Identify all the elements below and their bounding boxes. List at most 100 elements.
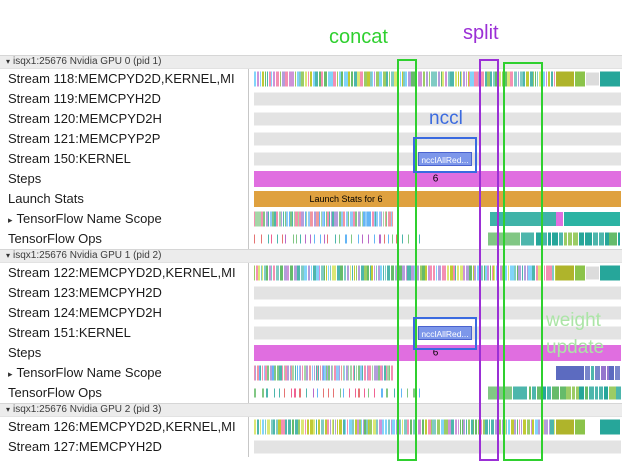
trace-event (383, 365, 386, 381)
trace-event (336, 265, 340, 281)
collapse-arrow-icon[interactable]: ▾ (6, 57, 11, 66)
trace-event (360, 211, 362, 227)
trace-event (269, 265, 271, 281)
track-row-label[interactable]: Launch Stats (0, 189, 248, 209)
group-header-label[interactable]: ▾ isqx1:25676 Nvidia GPU 2 (pid 3) (0, 404, 622, 416)
trace-event (254, 365, 256, 381)
trace-event (427, 419, 431, 435)
track-row-label[interactable]: Stream 151:KERNEL (0, 323, 248, 343)
trace-event (385, 211, 388, 227)
track-row-label-text: TensorFlow Name Scope (16, 365, 162, 380)
timeline-track[interactable] (248, 89, 622, 109)
trace-event (348, 365, 350, 381)
trace-event (407, 71, 411, 87)
track-row-label[interactable]: Stream 122:MEMCPYD2D,KERNEL,MI (0, 263, 248, 283)
timeline-track[interactable]: ncclAllRed... (248, 149, 622, 169)
trace-event (334, 365, 337, 381)
timeline-track[interactable] (248, 69, 622, 89)
trace-event (350, 265, 352, 281)
timeline-track[interactable]: Launch Stats for 6 (248, 189, 622, 209)
timeline-track[interactable] (248, 303, 622, 323)
trace-event (462, 71, 466, 87)
trace-event (531, 265, 536, 281)
timeline-track[interactable] (248, 383, 622, 403)
trace-bar (490, 212, 556, 226)
nccl-all-reduce-bar[interactable]: ncclAllRed... (418, 152, 472, 166)
trace-event (485, 265, 487, 281)
timeline-track[interactable]: 6 (248, 343, 622, 363)
trace-bar (586, 72, 599, 86)
track-row-label[interactable]: ▸ TensorFlow Name Scope (0, 209, 248, 229)
trace-event (275, 265, 280, 281)
group-header-row[interactable]: ▾ isqx1:25676 Nvidia GPU 1 (pid 2) (0, 249, 622, 263)
track-row-label[interactable]: Stream 120:MEMCPYD2H (0, 109, 248, 129)
timeline-track[interactable] (248, 263, 622, 283)
trace-event (529, 71, 533, 87)
trace-event (432, 419, 436, 435)
track-row: Stream 123:MEMCPYH2D (0, 283, 622, 303)
trace-event (409, 419, 412, 435)
timeline-track[interactable] (248, 229, 622, 249)
trace-event (457, 419, 460, 435)
trace-event (265, 365, 267, 381)
track-row-label[interactable]: Stream 118:MEMCPYD2D,KERNEL,MI (0, 69, 248, 89)
trace-bar (556, 212, 564, 226)
expand-arrow-icon[interactable]: ▸ (8, 215, 13, 225)
track-row-label[interactable]: Stream 119:MEMCPYH2D (0, 89, 248, 109)
trace-bar (575, 71, 586, 87)
timeline-track[interactable] (248, 363, 622, 383)
trace-event (459, 265, 463, 281)
group-header-label[interactable]: ▾ isqx1:25676 Nvidia GPU 1 (pid 2) (0, 250, 622, 262)
trace-event (329, 419, 332, 435)
track-row-label[interactable]: Stream 127:MEMCPYH2D (0, 437, 248, 457)
timeline-track[interactable] (248, 283, 622, 303)
group-header-row[interactable]: ▾ isqx1:25676 Nvidia GPU 2 (pid 3) (0, 403, 622, 417)
trace-event (375, 419, 378, 435)
track-row-label[interactable]: TensorFlow Ops (0, 229, 248, 249)
trace-event (269, 211, 272, 227)
track-row-label[interactable]: Stream 124:MEMCPYD2H (0, 303, 248, 323)
collapse-arrow-icon[interactable]: ▾ (6, 251, 11, 260)
trace-event (378, 419, 382, 435)
track-row-label[interactable]: Steps (0, 343, 248, 363)
track-row-label[interactable]: Steps (0, 169, 248, 189)
timeline-track[interactable]: 6 (248, 169, 622, 189)
trace-event (380, 265, 383, 281)
trace-event (422, 71, 426, 87)
timeline-track[interactable] (248, 109, 622, 129)
trace-event (558, 232, 563, 246)
track-row-label[interactable]: Stream 126:MEMCPYD2D,KERNEL,MI (0, 417, 248, 437)
trace-event (304, 71, 307, 87)
trace-event (330, 211, 332, 227)
trace-event (291, 211, 294, 227)
nccl-all-reduce-bar[interactable]: ncclAllRed... (418, 326, 472, 340)
track-row-label-text: Stream 120:MEMCPYD2H (8, 111, 162, 126)
trace-event (355, 365, 358, 381)
track-row-label[interactable]: Stream 123:MEMCPYH2D (0, 283, 248, 303)
track-row-label[interactable]: Stream 121:MEMCPYP2P (0, 129, 248, 149)
trace-event (302, 211, 304, 227)
trace-event (594, 386, 598, 400)
expand-arrow-icon[interactable]: ▸ (8, 369, 13, 379)
track-row-label[interactable]: ▸ TensorFlow Name Scope (0, 363, 248, 383)
trace-event (540, 265, 543, 281)
trace-event (436, 265, 438, 281)
trace-event (376, 365, 378, 381)
collapse-arrow-icon[interactable]: ▾ (6, 405, 11, 414)
track-row-label[interactable]: TensorFlow Ops (0, 383, 248, 403)
timeline-track[interactable] (248, 129, 622, 149)
trace-event (498, 71, 502, 87)
trace-event (489, 265, 491, 281)
group-header-row[interactable]: ▾ isqx1:25676 Nvidia GPU 0 (pid 1) (0, 55, 622, 69)
timeline-track[interactable]: ncclAllRed... (248, 323, 622, 343)
trace-event (411, 71, 413, 87)
trace-event (588, 386, 594, 400)
track-row-label[interactable]: Stream 150:KERNEL (0, 149, 248, 169)
trace-event (261, 71, 264, 87)
timeline-track[interactable] (248, 209, 622, 229)
group-header-label[interactable]: ▾ isqx1:25676 Nvidia GPU 0 (pid 1) (0, 56, 622, 68)
timeline-track[interactable] (248, 437, 622, 457)
trace-event (417, 419, 421, 435)
timeline-track[interactable] (248, 417, 622, 437)
trace-event (323, 234, 325, 244)
